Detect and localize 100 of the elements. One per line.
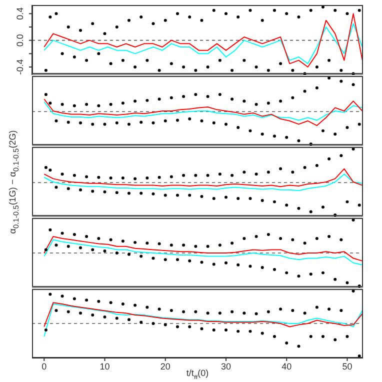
point [72,104,76,108]
point [273,200,276,204]
point [170,308,173,312]
point [164,194,167,197]
point [206,66,210,68]
point [236,126,240,129]
point [97,52,100,56]
point [254,66,258,68]
point [164,258,167,262]
point [218,58,222,62]
point [358,204,361,207]
point [315,236,318,240]
point [128,252,130,256]
point [273,268,276,271]
point [146,176,149,180]
point [152,256,155,260]
point [254,235,258,238]
point [200,195,204,198]
point [109,238,112,242]
point [115,316,118,320]
point [334,8,337,12]
point [128,18,130,22]
point [91,248,94,252]
point [303,312,306,315]
point [273,335,276,338]
point [44,166,48,169]
point [194,68,198,72]
point [224,328,228,332]
point [200,18,204,22]
point [224,261,228,264]
point [140,120,143,124]
point [248,8,252,12]
point [358,8,361,12]
point [236,197,240,200]
point [254,312,258,316]
point [321,335,324,338]
point [194,310,198,314]
point [134,177,137,180]
point [91,314,94,317]
point [54,186,58,189]
x-tick-label: 30 [220,361,231,372]
point [346,281,349,284]
point [346,12,349,16]
point [158,98,161,101]
point [297,274,300,278]
point [194,174,198,177]
point [115,252,118,254]
point [260,199,264,202]
point [103,316,106,318]
point [128,122,130,126]
point [248,264,252,268]
point [188,259,192,262]
point [291,68,294,72]
point [230,68,234,72]
point [291,308,294,312]
point [309,335,312,338]
point [285,342,288,345]
point [152,121,155,124]
point [121,102,124,105]
point [85,58,88,62]
point [72,56,76,58]
point [285,271,288,274]
point [321,271,324,274]
point [85,175,88,178]
point [273,8,276,12]
point [85,298,88,302]
point [212,328,216,332]
point [140,16,143,18]
point [328,58,331,62]
point [346,335,349,338]
point [242,170,246,174]
point [91,190,94,193]
point [279,100,282,103]
point [291,238,294,242]
point [321,129,324,132]
point [334,338,337,342]
point [297,206,300,210]
point [152,192,155,196]
point [352,83,355,86]
point [48,16,52,18]
point [285,12,288,16]
y-tick-label: -0.4 [15,59,25,75]
point [60,102,64,106]
point [266,102,270,105]
point [85,235,88,238]
point [146,98,149,102]
point [212,262,216,266]
point [170,62,173,66]
point [103,190,106,194]
point [328,157,331,160]
point [121,58,124,62]
point [291,170,294,174]
point [134,304,137,307]
point [44,248,48,252]
point [315,66,318,68]
point [194,244,198,248]
point [97,236,100,240]
point [85,102,88,106]
point [134,100,137,103]
point [176,194,179,197]
